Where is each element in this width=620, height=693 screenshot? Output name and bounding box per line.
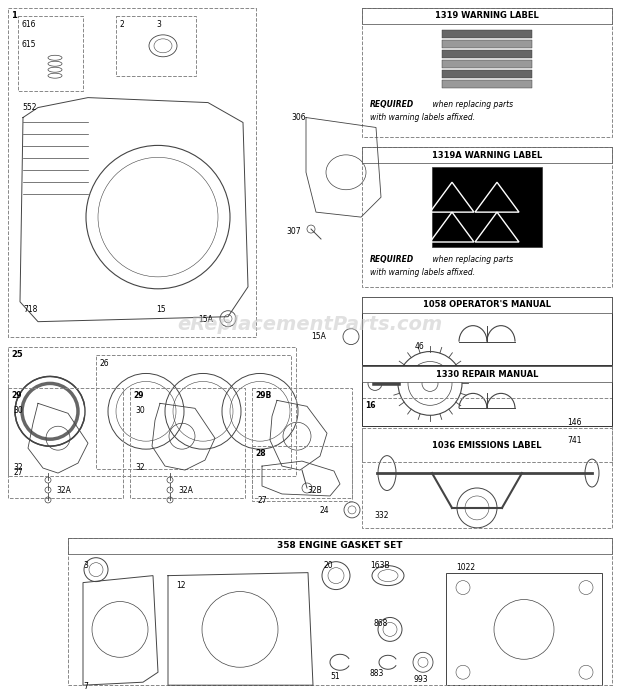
Text: when replacing parts: when replacing parts (430, 100, 513, 109)
Text: 3: 3 (156, 20, 161, 29)
Bar (362, 428, 612, 462)
Bar (362, 8, 612, 137)
Text: 552: 552 (22, 103, 37, 112)
Text: 29B: 29B (255, 392, 272, 401)
Text: with warning labels affixed.: with warning labels affixed. (370, 112, 475, 121)
Text: 25: 25 (11, 349, 23, 358)
Bar (8, 346, 296, 476)
Text: 1058 OPERATOR'S MANUAL: 1058 OPERATOR'S MANUAL (423, 300, 551, 309)
Bar (362, 297, 612, 313)
Text: REQUIRED: REQUIRED (370, 255, 414, 264)
Text: 32A: 32A (178, 486, 193, 495)
Bar (442, 40, 532, 48)
Text: 146: 146 (567, 419, 582, 428)
Bar (68, 538, 612, 554)
Text: 1330 REPAIR MANUAL: 1330 REPAIR MANUAL (436, 370, 538, 379)
Text: 15A: 15A (311, 332, 326, 341)
Text: 1036 EMISSIONS LABEL: 1036 EMISSIONS LABEL (432, 441, 542, 450)
Bar (130, 388, 245, 498)
Text: 30: 30 (135, 406, 144, 415)
Text: 307: 307 (286, 227, 301, 236)
Text: 29: 29 (11, 392, 22, 401)
Text: 615: 615 (22, 40, 37, 49)
Bar (442, 30, 532, 38)
Text: 741: 741 (567, 436, 582, 445)
Text: 868: 868 (373, 620, 388, 629)
Text: 26: 26 (100, 358, 110, 367)
Text: 616: 616 (22, 20, 37, 29)
Bar (362, 367, 612, 383)
Text: 27: 27 (257, 496, 267, 505)
Bar (442, 50, 532, 58)
Text: 163B: 163B (370, 561, 389, 570)
Bar (68, 538, 612, 685)
Bar (252, 388, 352, 498)
Text: REQUIRED: REQUIRED (370, 100, 414, 109)
Text: 15: 15 (156, 305, 166, 314)
Text: 29: 29 (133, 392, 143, 401)
Text: 718: 718 (23, 305, 37, 314)
Text: 28: 28 (255, 449, 265, 458)
Text: 32A: 32A (56, 486, 71, 495)
Text: 51: 51 (330, 672, 340, 681)
Text: 306: 306 (291, 112, 306, 121)
Text: 2: 2 (120, 20, 125, 29)
Bar (96, 355, 291, 469)
Bar (8, 8, 256, 337)
Text: 24: 24 (320, 506, 330, 515)
Bar (362, 297, 612, 365)
Text: 15A: 15A (198, 315, 213, 324)
Text: 883: 883 (370, 669, 384, 678)
Text: when replacing parts: when replacing parts (430, 255, 513, 264)
Text: 1319A WARNING LABEL: 1319A WARNING LABEL (432, 151, 542, 160)
Text: 3: 3 (83, 561, 88, 570)
Text: 20: 20 (323, 561, 332, 570)
Text: with warning labels affixed.: with warning labels affixed. (370, 268, 475, 277)
Text: 27: 27 (13, 468, 22, 477)
Bar (442, 60, 532, 68)
Text: 32B: 32B (307, 486, 322, 495)
Text: 993: 993 (414, 675, 428, 684)
Text: 1319 WARNING LABEL: 1319 WARNING LABEL (435, 11, 539, 20)
Circle shape (368, 376, 382, 390)
Text: 1: 1 (11, 11, 17, 20)
Text: 32: 32 (135, 463, 144, 472)
Text: 332: 332 (374, 511, 389, 520)
Bar (362, 148, 612, 164)
Text: 12: 12 (176, 581, 185, 590)
Text: 7: 7 (83, 682, 88, 691)
Bar (442, 70, 532, 78)
Text: eReplacementParts.com: eReplacementParts.com (177, 315, 443, 334)
Bar (362, 367, 612, 426)
Bar (432, 167, 542, 247)
Text: 46: 46 (415, 342, 425, 351)
Bar (362, 148, 612, 287)
Bar (116, 16, 196, 76)
Text: 1022: 1022 (456, 563, 475, 572)
Text: 16: 16 (365, 401, 376, 410)
Bar (442, 80, 532, 87)
Text: 32: 32 (13, 463, 22, 472)
Bar (252, 446, 352, 501)
Bar (362, 8, 612, 24)
Bar (362, 398, 612, 528)
Text: 30: 30 (13, 406, 23, 415)
Bar (18, 16, 83, 91)
Text: 358 ENGINE GASKET SET: 358 ENGINE GASKET SET (277, 541, 403, 550)
Bar (8, 388, 123, 498)
